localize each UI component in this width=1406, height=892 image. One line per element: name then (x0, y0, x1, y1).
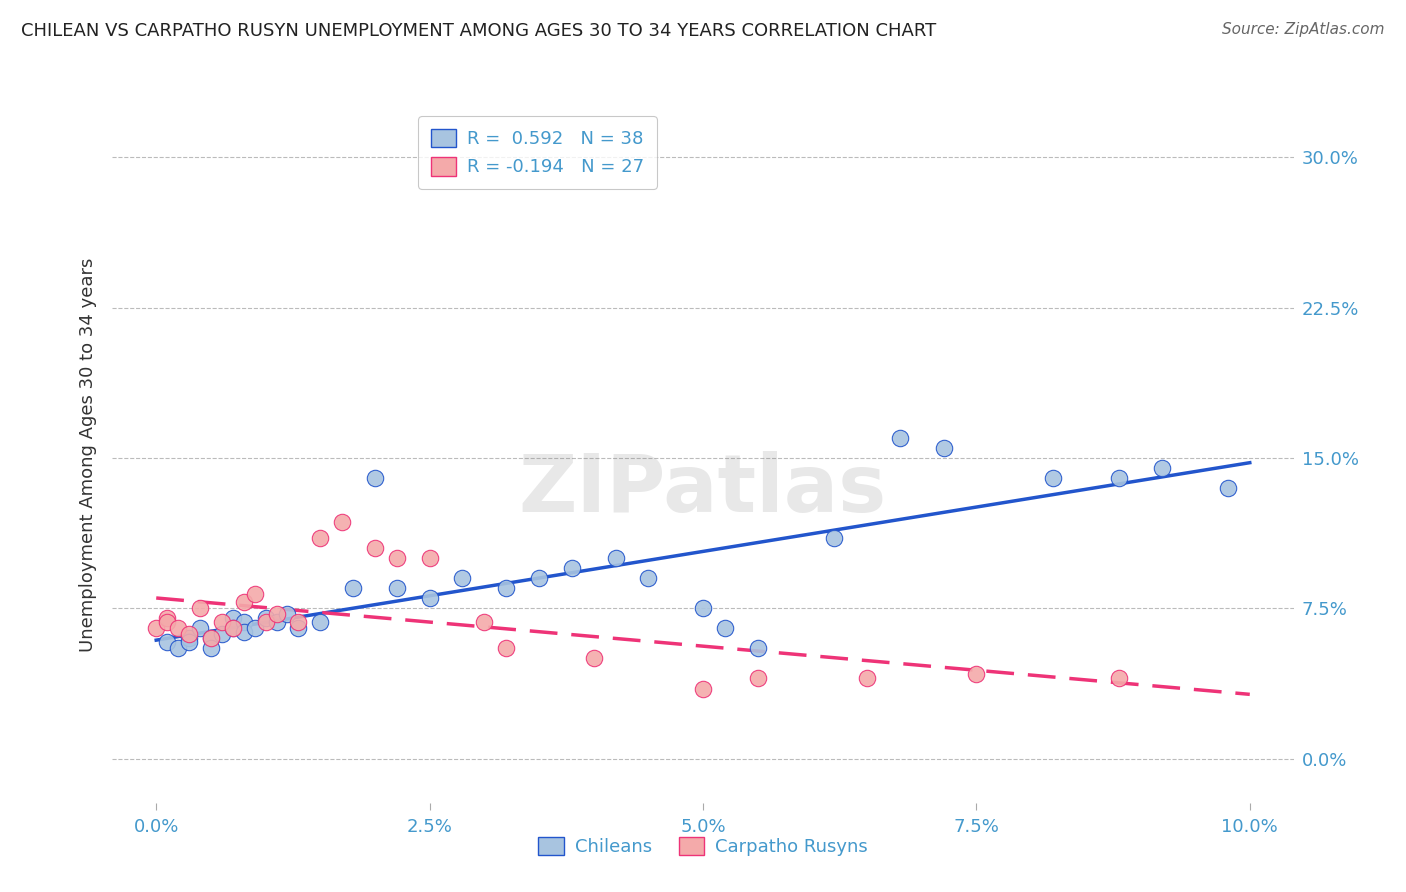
Point (1108, 672, 1130, 686)
Text: Source: ZipAtlas.com: Source: ZipAtlas.com (1222, 22, 1385, 37)
Point (561, 561, 583, 575)
Point (232, 615, 254, 630)
Point (495, 641, 517, 656)
Point (637, 571, 659, 585)
Point (156, 611, 179, 625)
Point (1042, 471, 1064, 485)
Point (527, 571, 550, 585)
Point (222, 621, 245, 635)
Point (364, 541, 387, 556)
Point (276, 607, 298, 622)
Point (309, 615, 332, 630)
Point (266, 607, 288, 622)
Point (243, 621, 266, 635)
Point (747, 641, 769, 656)
Point (451, 571, 474, 585)
Y-axis label: Unemployment Among Ages 30 to 34 years: Unemployment Among Ages 30 to 34 years (79, 258, 97, 652)
Point (156, 615, 179, 630)
Point (177, 635, 200, 649)
Point (222, 611, 245, 625)
Point (145, 621, 167, 635)
Text: CHILEAN VS CARPATHO RUSYN UNEMPLOYMENT AMONG AGES 30 TO 34 YEARS CORRELATION CHA: CHILEAN VS CARPATHO RUSYN UNEMPLOYMENT A… (21, 22, 936, 40)
Point (582, 651, 605, 665)
Point (364, 471, 387, 485)
Point (330, 515, 353, 529)
Point (1216, 481, 1239, 495)
Point (692, 601, 714, 615)
Point (211, 627, 233, 641)
Point (243, 587, 266, 601)
Point (232, 625, 254, 640)
Point (188, 621, 211, 635)
Point (266, 615, 288, 630)
Point (177, 627, 200, 641)
Point (211, 615, 233, 630)
Point (188, 601, 211, 615)
Point (495, 581, 517, 595)
Point (200, 632, 222, 646)
Point (177, 632, 200, 646)
Point (472, 615, 495, 630)
Point (692, 681, 714, 696)
Legend: Chileans, Carpatho Rusyns: Chileans, Carpatho Rusyns (531, 830, 875, 863)
Point (254, 615, 277, 630)
Point (965, 667, 987, 681)
Point (385, 581, 408, 595)
Point (419, 591, 441, 606)
Point (889, 431, 911, 445)
Point (342, 581, 364, 595)
Point (200, 641, 222, 656)
Point (1152, 461, 1174, 475)
Point (419, 551, 441, 566)
Point (385, 551, 408, 566)
Point (156, 635, 179, 649)
Point (714, 621, 737, 635)
Text: ZIPatlas: ZIPatlas (519, 450, 887, 529)
Point (287, 621, 309, 635)
Point (747, 672, 769, 686)
Point (605, 551, 627, 566)
Point (309, 531, 332, 545)
Point (167, 621, 190, 635)
Point (1108, 471, 1130, 485)
Point (287, 615, 309, 630)
Point (232, 595, 254, 609)
Point (932, 441, 955, 455)
Point (167, 641, 190, 656)
Point (823, 531, 845, 545)
Point (254, 611, 277, 625)
Point (222, 621, 245, 635)
Point (200, 632, 222, 646)
Point (856, 672, 879, 686)
